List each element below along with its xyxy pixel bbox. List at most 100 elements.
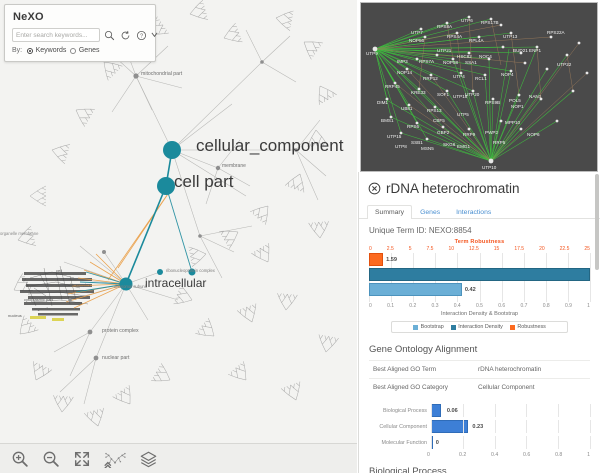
search-panel[interactable]: NeXO ? By: Keywor [4,4,158,62]
detail-tabs[interactable]: Summary Genes Interactions [359,200,600,219]
svg-text:BUD21: BUD21 [513,48,528,53]
bar-value-robustness: 1.59 [386,256,398,263]
tick: 15 [493,246,500,252]
radio-keywords-label: Keywords [35,47,67,54]
ontology-tree-panel[interactable]: mitochondrial part membrane protein comp… [0,0,357,473]
node-cell-part [157,177,175,195]
legend-swatch-interaction-density [450,324,456,330]
svg-text:RPS17B: RPS17B [481,20,499,25]
go-value-molecular-function: 0 [435,439,439,446]
svg-text:UTP18: UTP18 [453,94,468,99]
node-intracellular [119,277,133,291]
search-by-row[interactable]: By: Keywords Genes [12,47,148,54]
zoom-out-icon[interactable] [41,449,60,468]
svg-text:NAN1: NAN1 [529,94,542,99]
chevron-down-icon[interactable] [151,29,158,42]
svg-text:UTP22: UTP22 [557,62,572,67]
term-detail-panel[interactable]: rDNA heterochromatin Summary Genes Inter… [358,172,600,473]
radio-keywords[interactable]: Keywords [27,47,66,54]
svg-text:IMP3: IMP3 [397,59,408,64]
go-label-molecular-function: Molecular Function [381,439,427,446]
search-icon[interactable] [103,29,116,42]
kv-row-best-aligned-go-category: Best Aligned GO Category Cellular Compon… [369,378,590,396]
svg-text:UTP15: UTP15 [387,134,402,139]
tick: 0 [369,246,372,252]
tree-label-membrane: membrane [222,163,246,169]
go-bar-biological-process [431,404,441,417]
tree-label-organelle-membrane: organelle membrane [0,231,39,236]
tick: 1 [587,303,590,309]
zoom-in-icon[interactable] [10,449,29,468]
go-track: 0.23 [431,420,591,433]
svg-text:UTP21: UTP21 [437,48,452,53]
tick: 0.3 [431,303,439,309]
svg-text:RPS13: RPS13 [427,108,442,113]
svg-text:UTP10: UTP10 [482,165,497,170]
canvas-toolbar[interactable] [0,443,357,473]
go-gridlines [431,436,591,449]
tick: 7.5 [426,246,434,252]
tab-interactions[interactable]: Interactions [456,209,492,216]
radio-keywords-dot[interactable] [27,47,34,54]
go-bar-cellular-component [431,420,468,433]
svg-text:GBP2: GBP2 [437,130,450,135]
go-row-molecular-function: Molecular Function 0 [369,436,591,449]
bar-bootstrap [369,283,462,296]
svg-text:RRP45: RRP45 [385,84,400,89]
search-input[interactable] [12,28,100,42]
search-row[interactable]: ? [12,28,158,42]
legend-label-interaction-density: Interaction Density [458,324,503,330]
svg-text:NOP4: NOP4 [501,72,514,77]
svg-text:SOF1: SOF1 [437,92,449,97]
tree-canvas[interactable] [0,0,357,473]
tree-label-ribonucleoprotein-complex: ribonucleoprotein complex [166,268,215,273]
svg-text:RPS22A: RPS22A [547,30,566,35]
gene-network-panel[interactable]: UTP9 UTP10 RPS8A UTP6 RPS17B UTP7 NOP56 … [360,2,598,172]
radio-genes-dot[interactable] [70,47,77,54]
go-label-biological-process: Biological Process [382,407,427,414]
legend-item-bootstrap: Bootstrap [413,324,444,330]
tree-label-ribosomal-subunit: ribosomal subunit [114,284,147,289]
layers-icon[interactable] [139,449,158,468]
tick: 10 [448,246,455,252]
svg-text:PWP2: PWP2 [485,130,498,135]
svg-text:UTP6: UTP6 [461,18,473,23]
tab-genes[interactable]: Genes [420,209,441,216]
bar-interaction-density [369,268,590,281]
svg-text:NOC4: NOC4 [479,54,492,59]
svg-text:RRP12: RRP12 [423,76,438,81]
legend-item-interaction-density: Interaction Density [450,324,503,330]
kv-value: rDNA heterochromatin [478,366,542,373]
unique-term-id: Unique Term ID: NEXO:8854 [369,226,472,235]
legend-label-bootstrap: Bootstrap [420,324,444,330]
tick: 0.8 [555,452,563,458]
app-title: NeXO [13,11,44,23]
svg-text:RPS8A: RPS8A [437,24,453,29]
radio-genes[interactable]: Genes [70,47,99,54]
tick: 2.5 [386,246,394,252]
tick: 0 [369,303,372,309]
collapse-tree-icon[interactable] [103,449,127,468]
svg-text:KRE33: KRE33 [411,90,426,95]
detail-scrollbar[interactable] [595,174,599,471]
svg-text:RPS9B: RPS9B [485,100,500,105]
svg-text:NOP58: NOP58 [443,60,459,65]
svg-text:ENP1: ENP1 [529,48,541,53]
refresh-icon[interactable] [119,29,132,42]
node-sub [188,268,196,276]
go-value-cellular-component: 0.23 [472,423,484,430]
svg-text:BMS1: BMS1 [381,118,394,123]
detail-scrollbar-thumb[interactable] [595,174,599,270]
term-robustness-chart: Term Robustness 0 2.5 5 7.5 10 12.5 15 1… [359,239,600,333]
help-icon[interactable]: ? [135,29,148,42]
detail-header: rDNA heterochromatin [359,172,600,200]
close-icon[interactable] [368,182,381,195]
tick: 25 [584,246,590,252]
svg-text:RPL4A: RPL4A [469,38,484,43]
tab-summary[interactable]: Summary [367,205,413,219]
fit-screen-icon[interactable] [72,449,91,468]
tree-label-organelle: organelle [34,306,51,311]
svg-text:UTP4: UTP4 [453,74,465,79]
bar-row-robustness: 1.59 [369,253,590,266]
